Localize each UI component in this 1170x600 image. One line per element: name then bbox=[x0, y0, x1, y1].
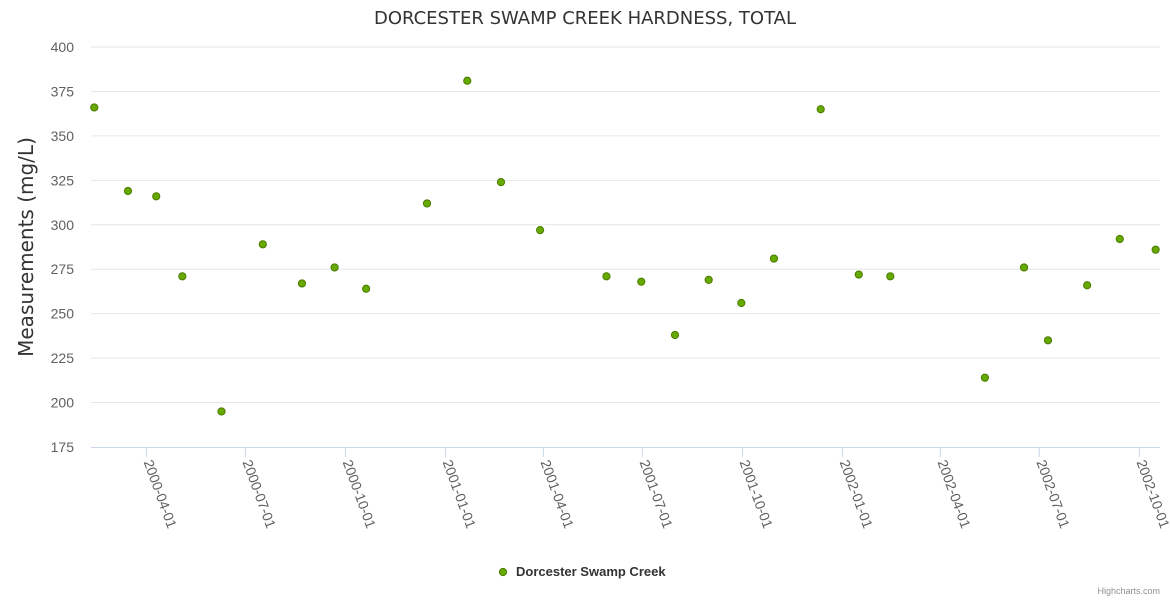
data-point[interactable] bbox=[217, 407, 226, 416]
data-point[interactable] bbox=[886, 272, 895, 281]
series-points bbox=[90, 76, 1160, 416]
y-tick-label: 300 bbox=[51, 217, 75, 233]
data-point[interactable] bbox=[123, 186, 133, 196]
y-axis-label: Measurements (mg/L) bbox=[14, 137, 38, 357]
legend-marker bbox=[498, 567, 508, 577]
data-point[interactable] bbox=[816, 105, 825, 114]
data-point[interactable] bbox=[152, 192, 161, 201]
y-tick-label: 400 bbox=[51, 39, 75, 55]
gridlines bbox=[91, 46, 1160, 404]
y-tick-label: 350 bbox=[51, 128, 75, 144]
data-point[interactable] bbox=[463, 76, 472, 85]
y-tick-label: 225 bbox=[51, 350, 75, 366]
x-tick-label: 2000-04-01 bbox=[141, 458, 181, 531]
x-tick-label: 2000-07-01 bbox=[240, 458, 280, 531]
x-tick-label: 2001-01-01 bbox=[440, 458, 480, 531]
data-point[interactable] bbox=[258, 240, 267, 249]
data-point[interactable] bbox=[737, 298, 746, 308]
y-tick-label: 200 bbox=[51, 395, 75, 411]
y-tick-label: 375 bbox=[51, 83, 75, 99]
legend[interactable]: Dorcester Swamp Creek bbox=[498, 564, 666, 579]
data-point[interactable] bbox=[1019, 263, 1029, 272]
y-tick-label: 175 bbox=[51, 439, 75, 455]
credits-link[interactable]: Highcharts.com bbox=[1097, 586, 1160, 596]
data-point[interactable] bbox=[496, 178, 506, 187]
data-point[interactable] bbox=[422, 199, 432, 208]
data-point[interactable] bbox=[1115, 234, 1124, 244]
y-tick-label: 275 bbox=[51, 261, 75, 277]
data-point[interactable] bbox=[769, 254, 779, 263]
y-tick-label: 250 bbox=[51, 306, 75, 322]
x-tick-label: 2002-07-01 bbox=[1033, 458, 1073, 531]
x-tick-label: 2001-07-01 bbox=[637, 458, 677, 531]
data-point[interactable] bbox=[602, 272, 611, 281]
chart-title: DORCESTER SWAMP CREEK HARDNESS, TOTAL bbox=[374, 8, 796, 29]
data-point[interactable] bbox=[330, 263, 339, 272]
data-point[interactable] bbox=[362, 284, 371, 293]
data-point[interactable] bbox=[297, 279, 307, 288]
data-point[interactable] bbox=[90, 103, 99, 112]
legend-label[interactable]: Dorcester Swamp Creek bbox=[516, 564, 666, 579]
data-point[interactable] bbox=[854, 270, 863, 279]
data-point[interactable] bbox=[1043, 336, 1053, 345]
y-tick-label: 325 bbox=[51, 172, 75, 188]
x-tick-label: 2001-04-01 bbox=[538, 458, 578, 531]
y-axis-ticks: 175 200 225 250 275 300 325 350 375 400 bbox=[51, 39, 75, 455]
data-point[interactable] bbox=[178, 272, 187, 281]
x-tick-label: 2002-10-01 bbox=[1134, 458, 1170, 531]
x-tick-label: 2000-10-01 bbox=[340, 458, 380, 531]
data-point[interactable] bbox=[637, 277, 646, 286]
x-axis-ticks: 2000-04-01 2000-07-01 2000-10-01 2001-01-01… bbox=[141, 447, 1170, 531]
data-point[interactable] bbox=[980, 373, 990, 382]
x-tick-label: 2002-04-01 bbox=[935, 458, 975, 531]
data-point[interactable] bbox=[536, 226, 545, 235]
data-point[interactable] bbox=[704, 275, 713, 284]
x-tick-label: 2002-01-01 bbox=[837, 458, 877, 531]
x-tick-label: 2001-10-01 bbox=[737, 458, 777, 531]
data-point[interactable] bbox=[670, 330, 680, 340]
data-point[interactable] bbox=[1083, 281, 1092, 290]
data-point[interactable] bbox=[1151, 245, 1160, 254]
